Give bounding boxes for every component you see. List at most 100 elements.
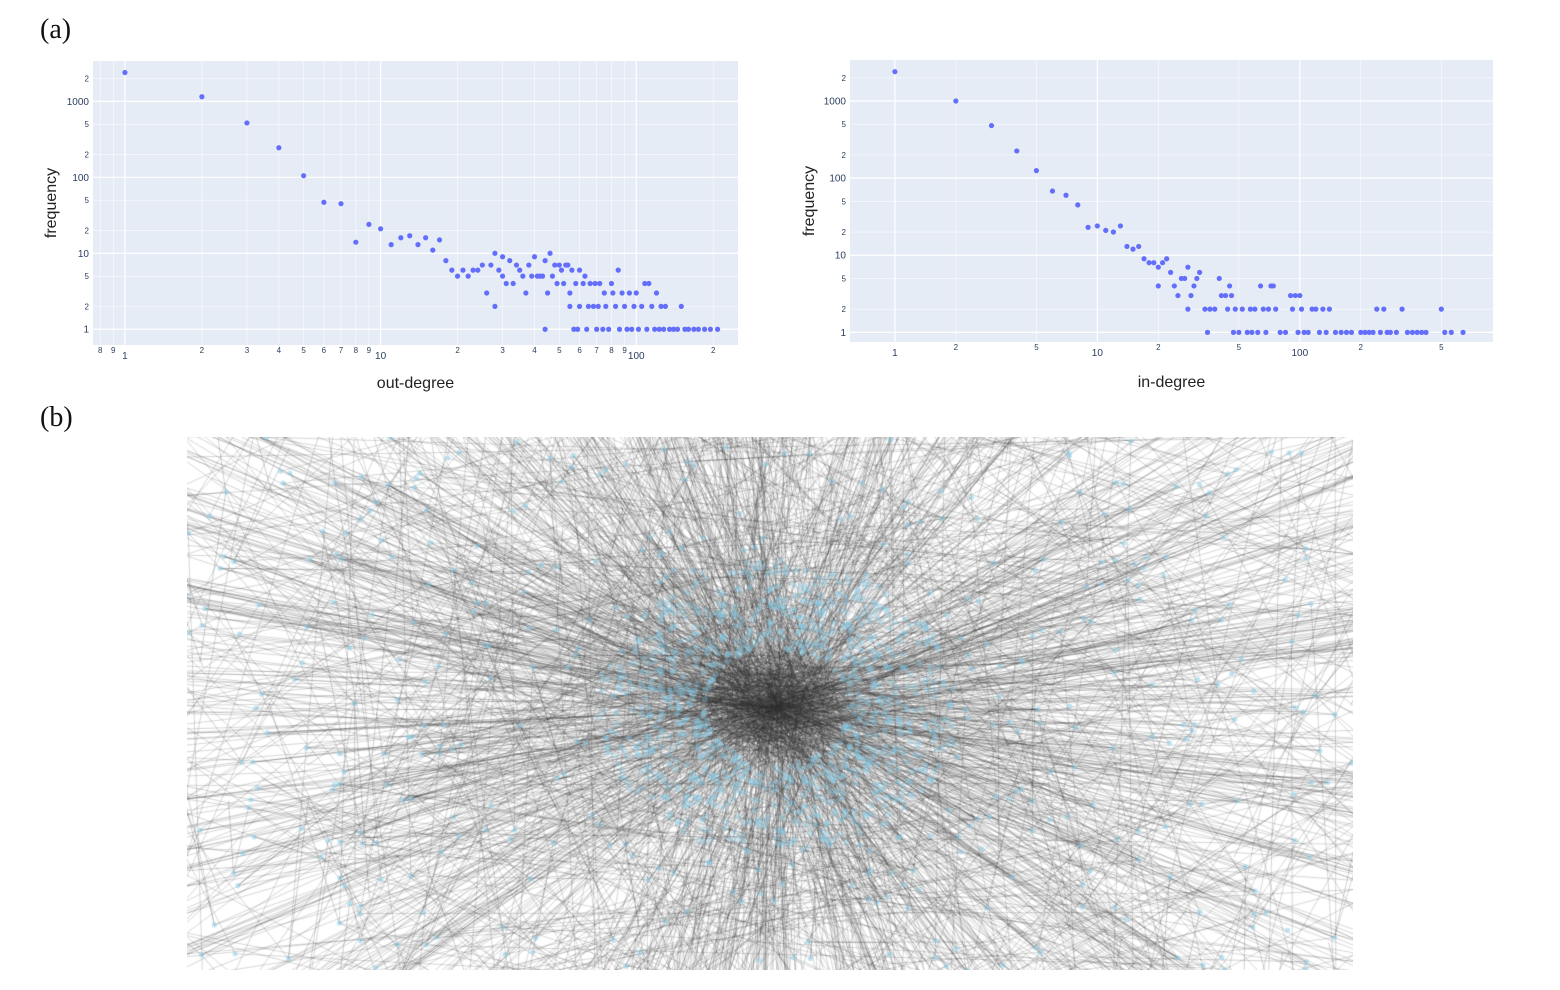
data-point [1460, 329, 1466, 335]
data-point [1202, 306, 1208, 312]
network-graph [187, 437, 1353, 970]
data-point [1228, 292, 1235, 299]
data-point [1247, 306, 1253, 312]
x-minor-tick-label: 2 [455, 346, 460, 355]
data-point [1164, 256, 1170, 262]
data-point [656, 326, 662, 332]
data-point [639, 303, 645, 309]
data-point [517, 267, 523, 273]
data-point [1332, 329, 1339, 335]
data-point [1366, 329, 1372, 335]
data-point [547, 250, 553, 256]
data-point [1167, 269, 1174, 275]
data-point [1182, 275, 1188, 282]
data-point [629, 326, 635, 332]
x-minor-tick-label: 5 [1237, 343, 1242, 352]
data-point [1232, 306, 1238, 312]
data-point [616, 326, 623, 332]
data-point [1185, 306, 1191, 312]
y-minor-tick-label: 2 [842, 228, 847, 237]
x-minor-tick-label: 4 [277, 346, 282, 355]
data-point [1191, 283, 1197, 289]
x-major-tick-label: 1 [122, 351, 128, 362]
data-point [488, 262, 494, 268]
data-point [580, 280, 586, 287]
x-major-tick-label: 10 [375, 351, 387, 362]
data-point [594, 326, 600, 332]
data-point [520, 273, 526, 279]
data-point [492, 303, 498, 309]
data-point [1282, 329, 1289, 335]
data-point [1387, 329, 1393, 335]
data-point [1320, 306, 1326, 312]
y-minor-tick-label: 5 [842, 120, 847, 129]
data-point [624, 326, 630, 332]
data-point [449, 267, 455, 273]
data-point [988, 122, 995, 129]
data-point [1255, 329, 1261, 335]
data-point [587, 280, 593, 287]
data-point [1348, 329, 1355, 335]
data-point [1225, 306, 1231, 312]
data-point [1409, 329, 1416, 335]
y-minor-tick-label: 5 [85, 272, 90, 281]
y-minor-tick-label: 2 [842, 305, 847, 314]
data-point [1146, 260, 1152, 266]
data-point [552, 262, 558, 268]
data-point [554, 280, 560, 287]
data-point [1292, 292, 1298, 299]
data-point [1404, 329, 1411, 335]
data-point [1155, 283, 1161, 289]
data-point [601, 290, 607, 296]
x-minor-tick-label: 5 [301, 346, 306, 355]
data-point [592, 280, 598, 287]
x-minor-tick-label: 8 [354, 346, 359, 355]
data-point [584, 326, 590, 332]
y-major-tick-label: 1 [840, 328, 846, 339]
data-point [642, 280, 648, 287]
x-minor-tick-label: 6 [577, 346, 582, 355]
data-point [635, 326, 642, 332]
data-point [595, 303, 601, 309]
data-point [1063, 192, 1069, 198]
data-point [513, 262, 520, 268]
data-point [646, 280, 652, 287]
data-point [542, 258, 548, 264]
data-point [499, 273, 506, 279]
y-minor-tick-label: 5 [842, 274, 847, 283]
data-point [276, 145, 282, 151]
data-point [496, 267, 502, 273]
data-point [1117, 223, 1124, 229]
data-point [1257, 283, 1264, 289]
data-point [1155, 264, 1161, 270]
data-point [407, 233, 413, 239]
x-minor-tick-label: 5 [1439, 343, 1444, 352]
data-point [658, 303, 664, 309]
data-point [626, 290, 632, 296]
data-point [1175, 292, 1181, 299]
x-minor-tick-label: 3 [245, 346, 250, 355]
data-point [338, 201, 344, 207]
x-axis-title: out-degree [377, 375, 454, 392]
data-point [590, 303, 597, 309]
y-minor-tick-label: 5 [85, 120, 90, 129]
data-point [378, 226, 384, 232]
data-point [423, 235, 429, 241]
data-point [714, 326, 721, 332]
x-major-tick-label: 100 [628, 351, 645, 362]
panel-label-a: (a) [40, 14, 72, 45]
data-point [1273, 306, 1279, 312]
y-major-tick-label: 100 [829, 174, 846, 185]
x-minor-tick-label: 7 [339, 346, 344, 355]
data-point [549, 273, 556, 279]
data-point [582, 273, 588, 279]
data-point [1252, 306, 1258, 312]
data-point [1442, 329, 1448, 335]
data-point [1130, 246, 1136, 252]
y-minor-tick-label: 5 [842, 197, 847, 206]
panel-label-b: (b) [40, 402, 73, 433]
data-point [460, 267, 466, 273]
data-point [649, 303, 655, 309]
x-major-tick-label: 1 [892, 348, 898, 359]
data-point [366, 221, 372, 227]
